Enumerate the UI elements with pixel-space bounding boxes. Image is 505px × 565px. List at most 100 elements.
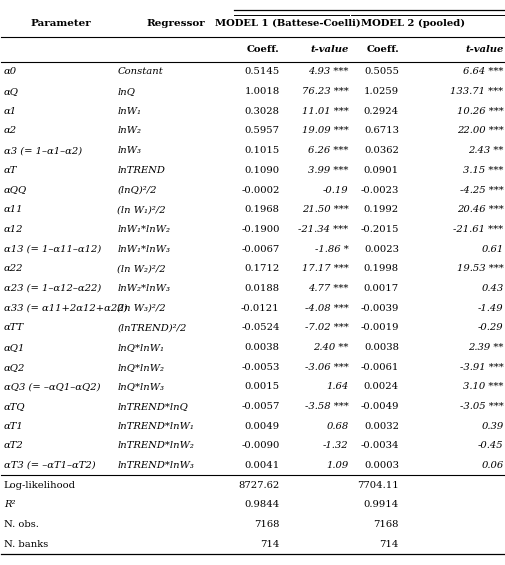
Text: Regressor: Regressor	[146, 19, 205, 28]
Text: 0.1968: 0.1968	[244, 205, 279, 214]
Text: -0.1900: -0.1900	[241, 225, 279, 234]
Text: -3.06 ***: -3.06 ***	[304, 363, 348, 372]
Text: MODEL 1 (Battese-Coelli): MODEL 1 (Battese-Coelli)	[215, 19, 361, 28]
Text: Log-likelihood: Log-likelihood	[4, 481, 76, 490]
Text: α3 (= 1–α1–α2): α3 (= 1–α1–α2)	[4, 146, 82, 155]
Text: α11: α11	[4, 205, 23, 214]
Text: 0.5055: 0.5055	[363, 67, 398, 76]
Text: Constant: Constant	[117, 67, 163, 76]
Text: αTT: αTT	[4, 323, 24, 332]
Text: 0.0003: 0.0003	[363, 461, 398, 470]
Text: αQ3 (= –αQ1–αQ2): αQ3 (= –αQ1–αQ2)	[4, 383, 100, 392]
Text: lnW₃: lnW₃	[117, 146, 141, 155]
Text: 3.15 ***: 3.15 ***	[462, 166, 502, 175]
Text: 7704.11: 7704.11	[357, 481, 398, 490]
Text: αQ2: αQ2	[4, 363, 25, 372]
Text: -0.0090: -0.0090	[241, 441, 279, 450]
Text: 7168: 7168	[373, 520, 398, 529]
Text: 10.26 ***: 10.26 ***	[456, 107, 502, 116]
Text: -0.0023: -0.0023	[360, 185, 398, 194]
Text: 17.17 ***: 17.17 ***	[301, 264, 348, 273]
Text: αT1: αT1	[4, 421, 24, 431]
Text: α2: α2	[4, 127, 17, 136]
Text: 133.71 ***: 133.71 ***	[449, 87, 502, 96]
Text: 0.9844: 0.9844	[244, 501, 279, 510]
Text: -21.34 ***: -21.34 ***	[298, 225, 348, 234]
Text: αT: αT	[4, 166, 17, 175]
Text: 76.23 ***: 76.23 ***	[301, 87, 348, 96]
Text: -0.0121: -0.0121	[240, 303, 279, 312]
Text: 0.0362: 0.0362	[363, 146, 398, 155]
Text: lnTREND: lnTREND	[117, 166, 165, 175]
Text: -1.49: -1.49	[477, 303, 502, 312]
Text: 6.64 ***: 6.64 ***	[462, 67, 502, 76]
Text: -4.08 ***: -4.08 ***	[304, 303, 348, 312]
Text: 3.99 ***: 3.99 ***	[308, 166, 348, 175]
Text: R²: R²	[4, 501, 15, 510]
Text: 21.50 ***: 21.50 ***	[301, 205, 348, 214]
Text: 19.09 ***: 19.09 ***	[301, 127, 348, 136]
Text: 11.01 ***: 11.01 ***	[301, 107, 348, 116]
Text: αTQ: αTQ	[4, 402, 25, 411]
Text: lnQ: lnQ	[117, 87, 135, 96]
Text: 0.1998: 0.1998	[363, 264, 398, 273]
Text: 4.93 ***: 4.93 ***	[308, 67, 348, 76]
Text: 714: 714	[379, 540, 398, 549]
Text: 22.00 ***: 22.00 ***	[456, 127, 502, 136]
Text: 1.0018: 1.0018	[244, 87, 279, 96]
Text: -0.0019: -0.0019	[360, 323, 398, 332]
Text: 1.0259: 1.0259	[363, 87, 398, 96]
Text: lnW₁*lnW₃: lnW₁*lnW₃	[117, 245, 170, 254]
Text: 1.64: 1.64	[326, 383, 348, 392]
Text: α22: α22	[4, 264, 23, 273]
Text: 0.0017: 0.0017	[363, 284, 398, 293]
Text: -1.32: -1.32	[322, 441, 348, 450]
Text: α33 (= α11+2α12+α22): α33 (= α11+2α12+α22)	[4, 303, 127, 312]
Text: α12: α12	[4, 225, 23, 234]
Text: 0.39: 0.39	[480, 421, 502, 431]
Text: -0.19: -0.19	[322, 185, 348, 194]
Text: -0.0039: -0.0039	[360, 303, 398, 312]
Text: 0.6713: 0.6713	[363, 127, 398, 136]
Text: 714: 714	[260, 540, 279, 549]
Text: 0.1015: 0.1015	[244, 146, 279, 155]
Text: 0.0024: 0.0024	[363, 383, 398, 392]
Text: 2.39 **: 2.39 **	[467, 343, 502, 352]
Text: 0.0049: 0.0049	[244, 421, 279, 431]
Text: -3.05 ***: -3.05 ***	[459, 402, 502, 411]
Text: -7.02 ***: -7.02 ***	[304, 323, 348, 332]
Text: lnTREND*lnQ: lnTREND*lnQ	[117, 402, 188, 411]
Text: 6.26 ***: 6.26 ***	[308, 146, 348, 155]
Text: 0.68: 0.68	[326, 421, 348, 431]
Text: 0.5957: 0.5957	[244, 127, 279, 136]
Text: 1.09: 1.09	[326, 461, 348, 470]
Text: αT2: αT2	[4, 441, 24, 450]
Text: -0.0067: -0.0067	[241, 245, 279, 254]
Text: 0.1712: 0.1712	[244, 264, 279, 273]
Text: lnQ*lnW₂: lnQ*lnW₂	[117, 363, 164, 372]
Text: (ln W₂)²/2: (ln W₂)²/2	[117, 264, 166, 273]
Text: N. obs.: N. obs.	[4, 520, 39, 529]
Text: 4.77 ***: 4.77 ***	[308, 284, 348, 293]
Text: -1.86 *: -1.86 *	[314, 245, 348, 254]
Text: MODEL 2 (pooled): MODEL 2 (pooled)	[360, 19, 464, 28]
Text: -0.29: -0.29	[477, 323, 502, 332]
Text: 0.06: 0.06	[480, 461, 502, 470]
Text: Coeff.: Coeff.	[366, 45, 398, 54]
Text: 0.1090: 0.1090	[244, 166, 279, 175]
Text: α23 (= 1–α12–α22): α23 (= 1–α12–α22)	[4, 284, 101, 293]
Text: 3.10 ***: 3.10 ***	[462, 383, 502, 392]
Text: -0.45: -0.45	[477, 441, 502, 450]
Text: 20.46 ***: 20.46 ***	[456, 205, 502, 214]
Text: 0.1992: 0.1992	[363, 205, 398, 214]
Text: 8727.62: 8727.62	[238, 481, 279, 490]
Text: 0.0023: 0.0023	[363, 245, 398, 254]
Text: -0.0049: -0.0049	[360, 402, 398, 411]
Text: -0.0053: -0.0053	[241, 363, 279, 372]
Text: 0.61: 0.61	[480, 245, 502, 254]
Text: (lnTREND)²/2: (lnTREND)²/2	[117, 323, 186, 332]
Text: 0.0188: 0.0188	[244, 284, 279, 293]
Text: -0.0057: -0.0057	[241, 402, 279, 411]
Text: 0.9914: 0.9914	[363, 501, 398, 510]
Text: 0.0041: 0.0041	[244, 461, 279, 470]
